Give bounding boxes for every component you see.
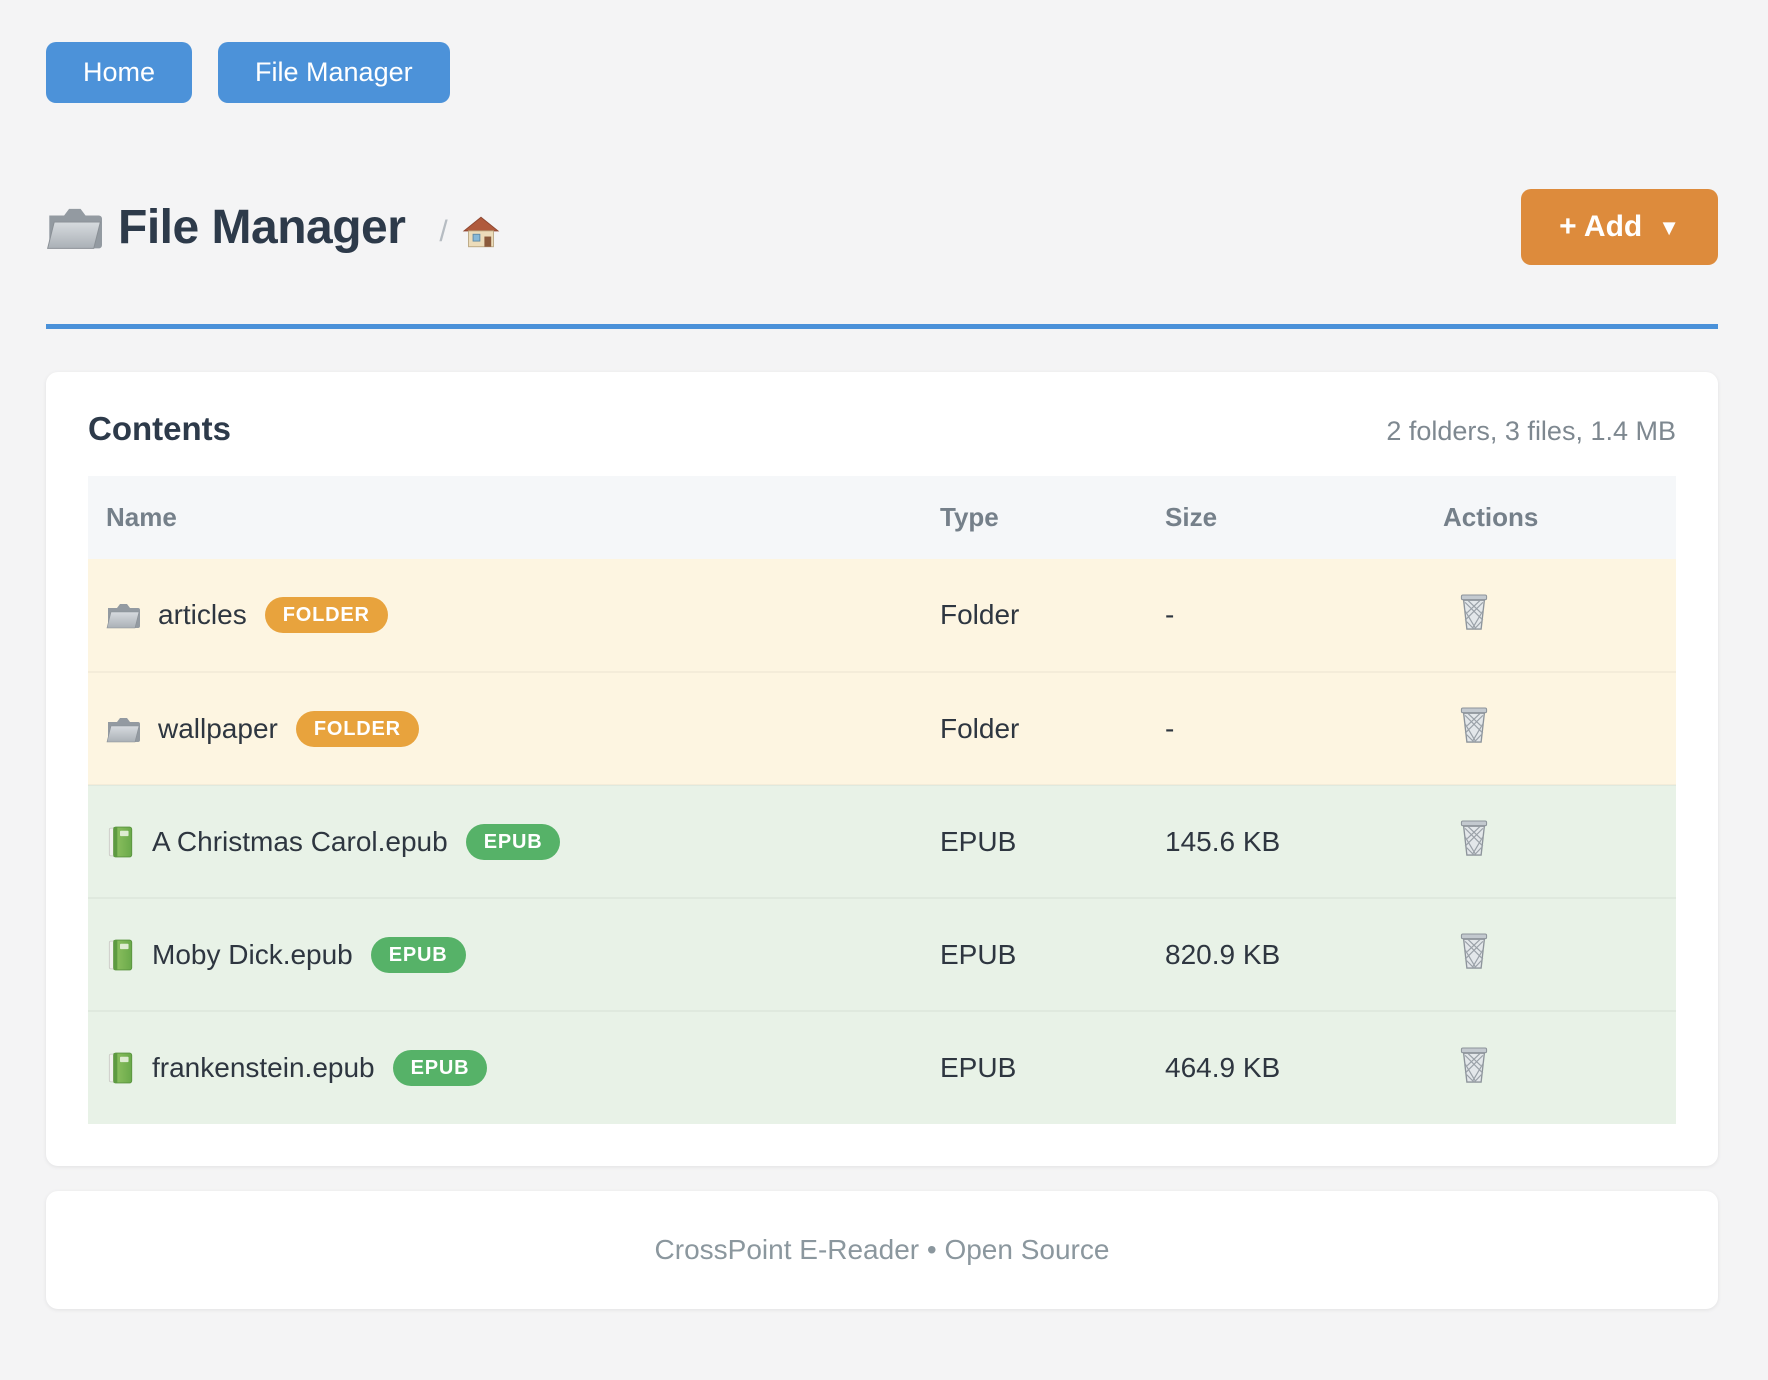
footer: CrossPoint E-Reader • Open Source (46, 1191, 1718, 1309)
file-name[interactable]: articles (158, 599, 247, 630)
file-type: EPUB (940, 898, 1165, 1011)
folder-icon (47, 208, 102, 249)
page-header: File Manager / + Add ▼ (46, 187, 1718, 267)
delete-button[interactable] (1455, 818, 1493, 858)
file-size: 464.9 KB (1165, 1011, 1443, 1124)
home-nav-button[interactable]: Home (46, 42, 193, 103)
file-type: EPUB (940, 1011, 1165, 1124)
add-button-label: + Add (1559, 210, 1643, 243)
delete-button[interactable] (1455, 1045, 1493, 1085)
file-size: 820.9 KB (1165, 898, 1443, 1011)
breadcrumb-separator: / (439, 215, 448, 248)
table-row[interactable]: wallpaper FOLDER Folder - (88, 672, 1676, 785)
trash-icon (1460, 820, 1488, 856)
table-header-row: Name Type Size Actions (88, 476, 1676, 559)
file-name[interactable]: A Christmas Carol.epub (152, 825, 448, 857)
file-type: Folder (940, 672, 1165, 785)
file-type: EPUB (940, 785, 1165, 898)
column-header-actions: Actions (1443, 502, 1539, 532)
file-manager-nav-button[interactable]: File Manager (218, 42, 450, 103)
delete-button[interactable] (1455, 705, 1493, 745)
contents-heading: Contents (88, 410, 231, 447)
top-nav: Home File Manager (46, 42, 1718, 103)
file-type-badge: EPUB (392, 1050, 488, 1086)
delete-button[interactable] (1455, 931, 1493, 971)
file-name[interactable]: wallpaper (158, 712, 278, 744)
book-icon (108, 1052, 133, 1084)
chevron-down-icon: ▼ (1658, 215, 1680, 240)
table-row[interactable]: A Christmas Carol.epub EPUB EPUB 145.6 K… (88, 785, 1676, 898)
trash-icon (1460, 933, 1488, 969)
trash-icon (1460, 593, 1488, 630)
file-size: - (1165, 672, 1443, 785)
book-icon (108, 939, 133, 970)
table-row[interactable]: articles FOLDER Folder - (88, 559, 1676, 672)
add-button[interactable]: + Add ▼ (1521, 189, 1718, 265)
book-icon (108, 826, 133, 857)
column-header-name: Name (106, 502, 177, 532)
file-size: 145.6 KB (1165, 785, 1443, 898)
file-type-badge: EPUB (370, 936, 466, 973)
file-type-badge: FOLDER (295, 710, 419, 747)
file-type-badge: FOLDER (264, 597, 388, 633)
page-title: File Manager (118, 200, 406, 254)
column-header-type: Type (940, 502, 999, 532)
trash-icon (1460, 707, 1488, 743)
file-name[interactable]: Moby Dick.epub (152, 938, 353, 970)
contents-card: Contents 2 folders, 3 files, 1.4 MB Name… (46, 372, 1718, 1166)
file-manager-page: Home File Manager File Manager / + Add ▼… (46, 42, 1718, 1309)
trash-icon (1460, 1046, 1488, 1083)
footer-text: CrossPoint E-Reader • Open Source (654, 1234, 1110, 1265)
header-divider (46, 324, 1718, 329)
file-name[interactable]: frankenstein.epub (152, 1052, 375, 1083)
column-header-size: Size (1165, 502, 1218, 532)
file-table-body: articles FOLDER Folder - wallpaper (88, 559, 1676, 1124)
folder-icon (106, 603, 140, 629)
contents-summary: 2 folders, 3 files, 1.4 MB (1386, 416, 1676, 446)
table-row[interactable]: frankenstein.epub EPUB EPUB 464.9 KB (88, 1011, 1676, 1124)
table-row[interactable]: Moby Dick.epub EPUB EPUB 820.9 KB (88, 898, 1676, 1011)
delete-button[interactable] (1455, 592, 1493, 632)
file-type-badge: EPUB (465, 823, 561, 860)
folder-icon (106, 717, 140, 742)
file-size: - (1165, 599, 1175, 630)
file-table: Name Type Size Actions articles FOLDER F… (88, 476, 1676, 1124)
file-type: Folder (940, 599, 1020, 630)
house-icon[interactable] (462, 215, 500, 249)
